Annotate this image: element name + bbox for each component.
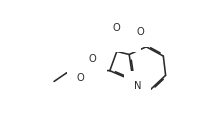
- Text: O: O: [76, 73, 84, 83]
- Text: N: N: [134, 81, 141, 91]
- Text: O: O: [113, 23, 121, 33]
- Text: N: N: [124, 32, 131, 42]
- Text: O: O: [137, 27, 145, 37]
- Text: O: O: [89, 54, 97, 64]
